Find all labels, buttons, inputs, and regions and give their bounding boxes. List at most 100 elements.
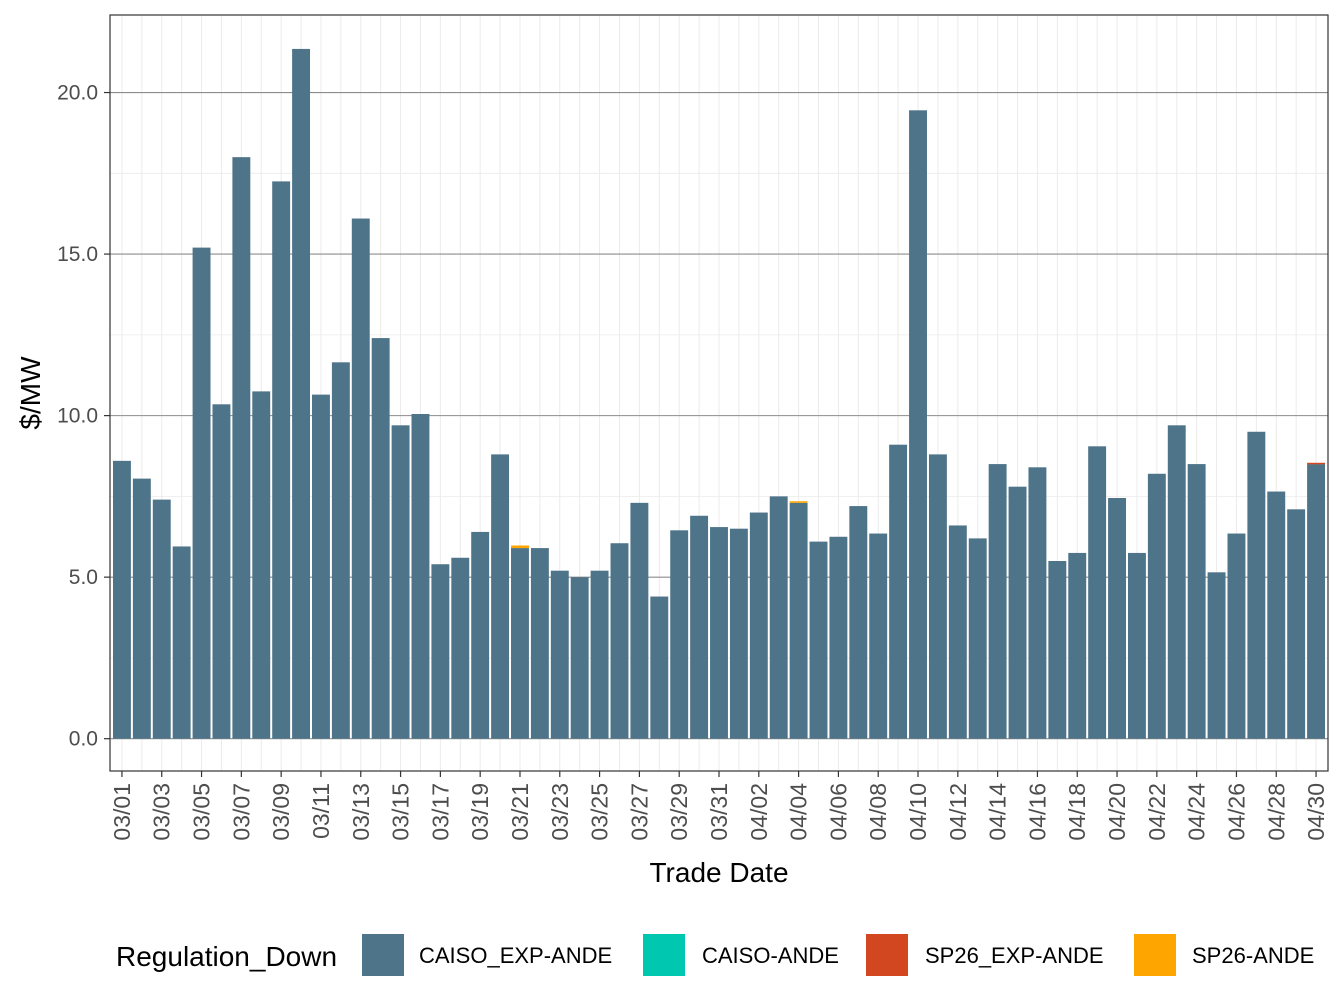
x-tick-label: 04/02: [746, 783, 772, 841]
bar-caiso-exp-ande-04-04: [789, 502, 808, 739]
y-axis-title: $/MW: [15, 356, 46, 430]
bar-sp26-ande-04-04: [789, 501, 808, 503]
y-tick-label: 10.0: [57, 405, 98, 428]
bar-caiso-exp-ande-04-27: [1247, 431, 1266, 739]
bar-caiso-exp-ande-03-18: [451, 557, 470, 739]
bar-caiso-exp-ande-04-18: [1068, 552, 1087, 739]
bar-caiso-exp-ande-04-09: [889, 444, 908, 739]
x-tick-label: 03/25: [587, 783, 613, 841]
x-tick-label: 04/10: [905, 783, 931, 841]
bar-caiso-exp-ande-03-11: [312, 394, 330, 739]
bar-caiso-exp-ande-03-31: [710, 527, 728, 739]
x-tick-label: 04/16: [1024, 783, 1050, 841]
x-tick-label: 04/06: [825, 783, 851, 841]
x-tick-label: 03/21: [507, 783, 533, 841]
bar-caiso-exp-ande-03-24: [570, 577, 589, 739]
x-tick-label: 03/05: [189, 783, 215, 841]
bar-caiso-exp-ande-03-06: [212, 404, 231, 739]
x-tick-label: 04/24: [1184, 783, 1210, 841]
bar-caiso-exp-ande-03-16: [411, 414, 430, 739]
legend-key-caiso-exp-ande: [362, 934, 404, 976]
bar-caiso-exp-ande-04-01: [729, 528, 748, 739]
legend-title: Regulation_Down: [116, 941, 337, 972]
x-tick-label: 04/14: [985, 783, 1011, 841]
bar-caiso-exp-ande-04-10: [909, 110, 927, 739]
bar-caiso-exp-ande-03-20: [491, 454, 510, 739]
bar-caiso-exp-ande-03-28: [650, 596, 669, 739]
bar-caiso-exp-ande-04-29: [1287, 509, 1306, 739]
bar-sp26-ande-03-21: [511, 545, 529, 549]
bar-caiso-exp-ande-03-26: [610, 543, 629, 739]
bar-caiso-exp-ande-04-16: [1028, 467, 1047, 739]
x-tick-label: 03/27: [626, 783, 652, 841]
y-tick-label: 20.0: [57, 82, 98, 105]
bar-caiso-exp-ande-04-02: [749, 512, 768, 739]
y-tick-label: 5.0: [69, 566, 98, 589]
bar-caiso-exp-ande-04-28: [1267, 491, 1286, 739]
bar-caiso-exp-ande-04-17: [1048, 561, 1067, 739]
bar-caiso-exp-ande-03-03: [152, 499, 171, 739]
x-tick-label: 03/09: [268, 783, 294, 841]
x-tick-label: 03/15: [388, 783, 414, 841]
bar-caiso-exp-ande-04-03: [769, 496, 788, 739]
legend-label: SP26-ANDE: [1192, 943, 1314, 968]
x-tick-label: 03/17: [427, 783, 453, 841]
bar-caiso-exp-ande-04-21: [1127, 552, 1146, 739]
bar-caiso-exp-ande-04-30: [1307, 464, 1326, 739]
bar-caiso-exp-ande-04-12: [948, 525, 967, 739]
x-tick-label: 03/31: [706, 783, 732, 841]
bar-caiso-exp-ande-03-04: [172, 546, 191, 739]
x-tick-label: 04/28: [1263, 783, 1289, 841]
bar-caiso-exp-ande-04-23: [1167, 425, 1186, 739]
x-tick-label: 04/30: [1303, 783, 1329, 841]
x-tick-label: 04/04: [786, 783, 812, 841]
x-tick-label: 04/18: [1064, 783, 1090, 841]
y-axis: 0.0 5.0 10.0 15.0 20.0: [57, 82, 110, 751]
bar-caiso-exp-ande-04-24: [1187, 464, 1206, 739]
x-axis-title: Trade Date: [649, 857, 788, 888]
x-tick-label: 03/23: [547, 783, 573, 841]
y-tick-label: 15.0: [57, 243, 98, 266]
legend-label: CAISO-ANDE: [702, 943, 839, 968]
x-tick-label: 03/11: [308, 783, 334, 839]
bar-caiso-exp-ande-04-14: [988, 464, 1007, 739]
bar-caiso-exp-ande-04-05: [809, 541, 828, 739]
legend-label: SP26_EXP-ANDE: [925, 943, 1104, 968]
bar-caiso-exp-ande-03-09: [272, 181, 291, 739]
bar-caiso-exp-ande-04-26: [1227, 533, 1246, 739]
bar-sp26-exp-ande-04-30: [1307, 462, 1326, 465]
x-tick-label: 04/22: [1144, 783, 1170, 841]
bar-caiso-exp-ande-03-22: [530, 548, 549, 739]
legend-key-sp26-ande: [1134, 934, 1176, 976]
x-tick-label: 04/26: [1223, 783, 1249, 841]
bar-caiso-exp-ande-03-17: [431, 564, 450, 739]
bar-caiso-exp-ande-03-29: [670, 530, 689, 739]
bar-caiso-exp-ande-04-13: [968, 538, 987, 739]
legend-key-sp26-exp-ande: [866, 934, 908, 976]
bar-caiso-exp-ande-04-08: [869, 533, 888, 739]
bar-caiso-exp-ande-03-15: [391, 425, 410, 739]
bar-caiso-exp-ande-04-19: [1088, 446, 1107, 739]
bar-caiso-exp-ande-04-07: [849, 506, 868, 739]
bar-caiso-exp-ande-03-02: [132, 478, 151, 739]
x-tick-label: 03/19: [467, 783, 493, 841]
bar-caiso-exp-ande-03-10: [292, 48, 311, 739]
bar-caiso-exp-ande-03-01: [112, 460, 131, 739]
bar-caiso-exp-ande-03-27: [630, 502, 649, 739]
bar-caiso-exp-ande-04-22: [1147, 473, 1166, 739]
bar-caiso-exp-ande-03-05: [192, 247, 211, 739]
bar-caiso-exp-ande-04-25: [1207, 572, 1226, 739]
bars: [112, 48, 1326, 739]
y-tick-label: 0.0: [69, 728, 98, 751]
x-tick-label: 04/12: [945, 783, 971, 841]
x-tick-label: 03/13: [348, 783, 374, 841]
x-tick-label: 03/03: [149, 783, 175, 841]
bar-caiso-exp-ande-03-12: [331, 362, 350, 739]
bar-caiso-exp-ande-03-19: [471, 531, 490, 739]
bar-caiso-exp-ande-03-13: [351, 218, 370, 739]
legend-key-caiso-ande: [643, 934, 685, 976]
x-tick-label: 03/07: [228, 783, 254, 841]
legend-label: CAISO_EXP-ANDE: [419, 943, 612, 968]
x-axis: 03/01 03/03 03/05 03/07 03/09 03/11 03/13 03/15…: [109, 771, 1329, 841]
